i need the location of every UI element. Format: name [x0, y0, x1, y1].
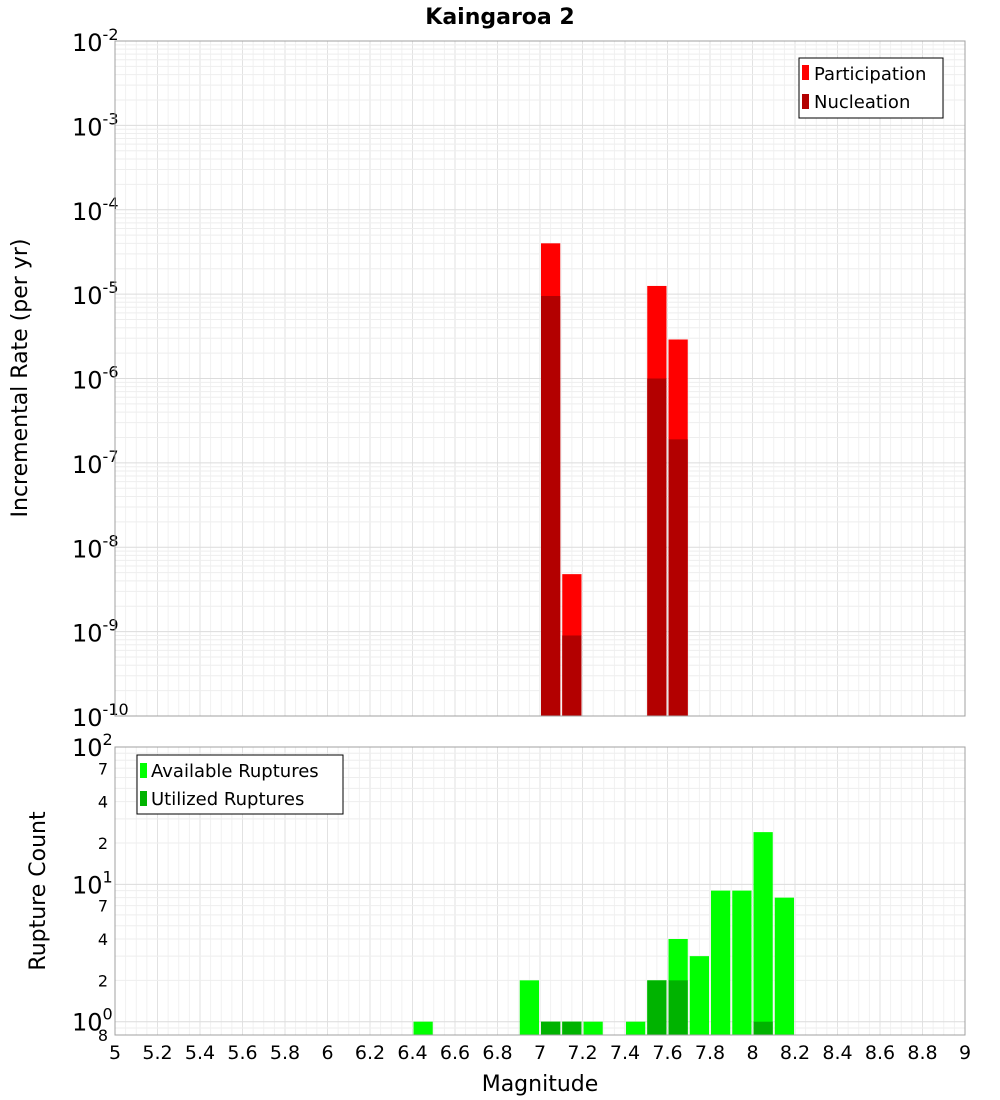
legend-label-available: Available Ruptures — [151, 761, 319, 782]
rate-y-tick-label: 10-4 — [72, 194, 119, 226]
rate-bar-s1-3 — [668, 439, 688, 716]
count-y-tick-label: 4 — [98, 793, 108, 812]
x-tick-label: 5.6 — [227, 1042, 257, 1064]
rate-y-axis-label: Incremental Rate (per yr) — [8, 239, 33, 518]
x-tick-label: 7.6 — [652, 1042, 682, 1064]
legend-swatch-participation — [802, 65, 809, 80]
count-bar-s0-11 — [753, 832, 773, 1035]
count-bar-s1-2 — [647, 980, 667, 1035]
count-y-tick-label: 102 — [72, 730, 113, 762]
count-bar-s0-4 — [583, 1021, 603, 1035]
x-tick-label: 8 — [746, 1042, 758, 1064]
rate-grid — [114, 41, 966, 717]
legend-swatch-utilized — [140, 791, 147, 806]
legend-swatch-nucleation — [802, 94, 809, 109]
count-y-tick-label: 2 — [98, 834, 108, 853]
count-y-tick-label: 4 — [98, 930, 108, 949]
rate-y-ticks: 10-10 10-9 10-8 10-7 10-6 10-5 10-4 10-3 10-2 — [72, 25, 129, 732]
rate-y-tick-label: 10-3 — [72, 109, 119, 141]
rate-y-tick-label: 10-10 — [72, 700, 129, 732]
count-y-tick-label: 100 — [72, 1005, 113, 1037]
rate-legend: Participation Nucleation — [798, 57, 944, 119]
rate-bars — [541, 243, 688, 717]
count-bar-s0-10 — [732, 890, 752, 1035]
count-bar-s0-8 — [689, 956, 709, 1035]
count-bar-s0-12 — [774, 897, 794, 1035]
count-bar-s0-9 — [711, 890, 731, 1035]
chart-title: Kaingaroa 2 — [425, 5, 574, 30]
x-tick-label: 5.2 — [142, 1042, 172, 1064]
count-y-tick-label: 101 — [72, 867, 113, 899]
count-bar-s0-1 — [519, 980, 539, 1035]
x-tick-label: 7 — [534, 1042, 546, 1064]
x-axis-label: Magnitude — [482, 1072, 599, 1097]
legend-swatch-available — [140, 763, 147, 778]
count-bar-s0-0 — [413, 1021, 433, 1035]
count-y-axis-label: Rupture Count — [26, 811, 51, 971]
x-tick-label: 7.4 — [610, 1042, 640, 1064]
count-legend: Available Ruptures Utilized Ruptures — [136, 754, 344, 815]
legend-label-nucleation: Nucleation — [814, 92, 910, 113]
count-bar-s1-3 — [668, 980, 688, 1035]
legend-label-participation: Participation — [814, 64, 926, 85]
x-tick-label: 6.6 — [440, 1042, 470, 1064]
rate-bar-s1-2 — [647, 378, 667, 716]
rate-bar-s1-0 — [541, 296, 561, 716]
count-y-tick-label: 7 — [98, 759, 108, 778]
count-bars — [413, 832, 794, 1035]
rate-y-tick-label: 10-8 — [72, 531, 119, 563]
x-tick-label: 5.4 — [185, 1042, 215, 1064]
count-y-tick-label: 8 — [98, 1026, 108, 1045]
count-bar-s1-4 — [753, 1021, 773, 1035]
rate-y-tick-label: 10-2 — [72, 25, 119, 57]
rate-y-tick-label: 10-9 — [72, 616, 119, 648]
x-tick-label: 8.2 — [780, 1042, 810, 1064]
x-tick-label: 8.8 — [907, 1042, 937, 1064]
rate-y-tick-label: 10-6 — [72, 363, 119, 395]
x-tick-label: 9 — [959, 1042, 971, 1064]
x-tick-label: 6.8 — [482, 1042, 512, 1064]
count-y-tick-label: 2 — [98, 971, 108, 990]
count-bar-s0-5 — [626, 1021, 646, 1035]
x-ticks: 5 5.2 5.4 5.6 5.8 6 6.2 6.4 6.6 6.8 7 7.2 7.4 7.6 7.8 8… — [109, 1042, 971, 1064]
x-tick-label: 7.2 — [567, 1042, 597, 1064]
count-bar-s1-0 — [541, 1021, 561, 1035]
x-tick-label: 5 — [109, 1042, 121, 1064]
x-tick-label: 5.8 — [270, 1042, 300, 1064]
count-y-tick-label: 7 — [98, 897, 108, 916]
x-tick-label: 6.2 — [355, 1042, 385, 1064]
x-tick-label: 7.8 — [695, 1042, 725, 1064]
rate-plot: 10-10 10-9 10-8 10-7 10-6 10-5 10-4 10-3 10-2 In… — [8, 25, 966, 732]
rate-bar-s1-1 — [562, 635, 582, 716]
x-tick-label: 8.6 — [865, 1042, 895, 1064]
count-bar-s1-1 — [562, 1021, 582, 1035]
rate-y-tick-label: 10-5 — [72, 278, 119, 310]
rate-y-tick-label: 10-7 — [72, 447, 119, 479]
x-tick-label: 8.4 — [822, 1042, 852, 1064]
x-tick-label: 6.4 — [397, 1042, 427, 1064]
x-tick-label: 6 — [321, 1042, 333, 1064]
legend-label-utilized: Utilized Ruptures — [151, 789, 304, 810]
